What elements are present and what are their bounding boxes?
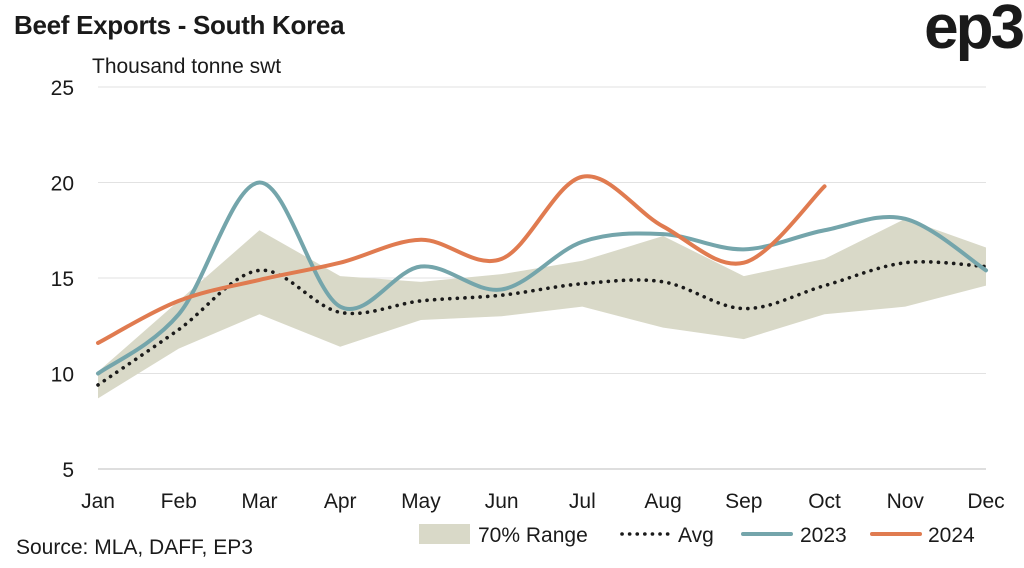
legend-swatch-range xyxy=(419,524,470,544)
legend-label-2024: 2024 xyxy=(928,524,975,547)
x-tick-jan: Jan xyxy=(81,490,115,513)
source-note: Source: MLA, DAFF, EP3 xyxy=(16,536,253,559)
x-tick-sep: Sep xyxy=(725,490,762,513)
range-band-layer xyxy=(98,218,986,399)
series-line-avg xyxy=(96,260,988,387)
x-tick-feb: Feb xyxy=(161,490,197,513)
x-tick-may: May xyxy=(401,490,441,513)
y-tick-20: 20 xyxy=(51,173,74,196)
x-tick-labels: Jan Feb Mar Apr May Jun Jul Aug Sep Oct Nov Dec xyxy=(81,490,1005,513)
legend-label-avg: Avg xyxy=(678,524,714,547)
x-tick-jul: Jul xyxy=(569,490,596,513)
x-tick-oct: Oct xyxy=(808,490,841,513)
y-tick-15: 15 xyxy=(51,268,74,291)
ep3-logo: ep3 xyxy=(924,0,1024,62)
y-axis-unit-label: Thousand tonne swt xyxy=(92,55,282,78)
range-band-70pct xyxy=(98,218,986,399)
series-line-2024 xyxy=(96,174,827,345)
y-tick-10: 10 xyxy=(51,364,74,387)
x-tick-jun: Jun xyxy=(485,490,519,513)
series-line-2023 xyxy=(96,180,988,376)
legend: 70% Range Avg 2023 2024 xyxy=(419,524,975,547)
y-tick-labels: 5 10 15 20 25 xyxy=(51,77,74,482)
y-tick-25: 25 xyxy=(51,77,74,100)
y-tick-5: 5 xyxy=(62,459,74,482)
x-tick-aug: Aug xyxy=(644,490,681,513)
x-tick-nov: Nov xyxy=(887,490,925,513)
legend-label-range: 70% Range xyxy=(478,524,588,547)
gridlines xyxy=(98,86,986,470)
chart-title: Beef Exports - South Korea xyxy=(14,10,345,40)
legend-label-2023: 2023 xyxy=(800,524,847,547)
x-tick-apr: Apr xyxy=(324,490,357,513)
x-tick-mar: Mar xyxy=(241,490,277,513)
x-tick-dec: Dec xyxy=(967,490,1004,513)
series-layer xyxy=(96,174,988,387)
